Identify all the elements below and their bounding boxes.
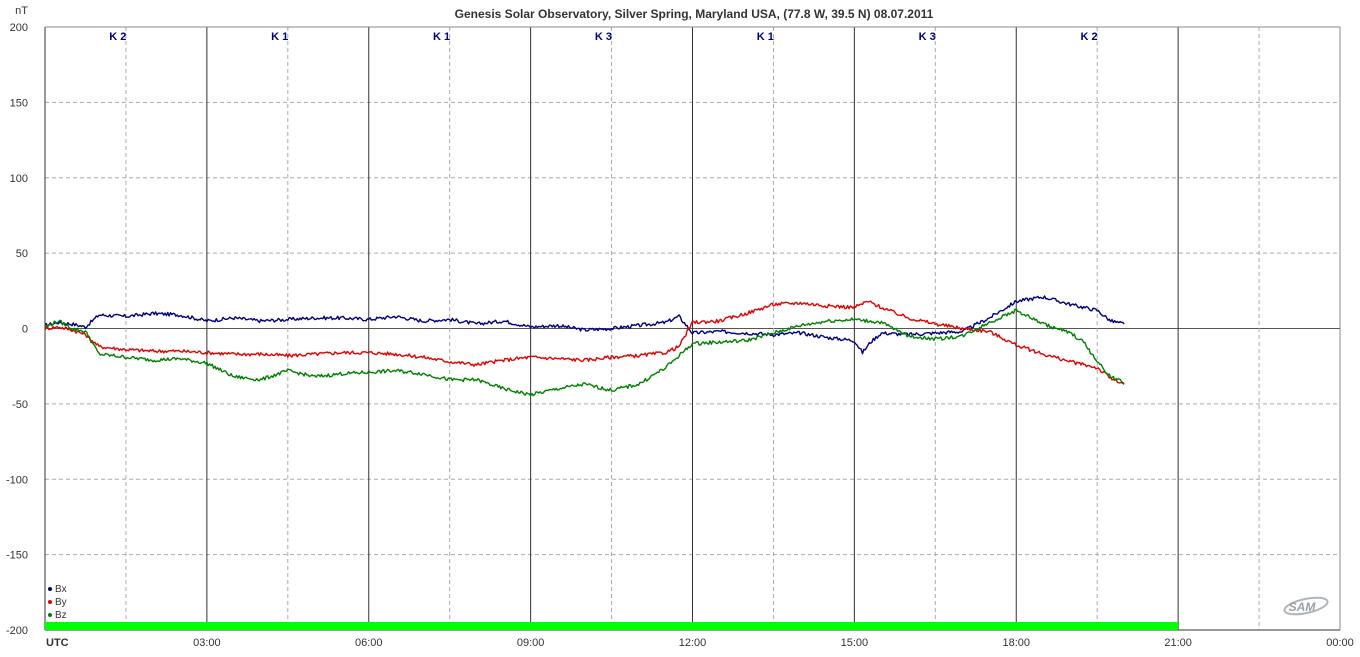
k-index-labels: K 2 K 1 K 1 K 3 K 1 K 3 K 2 — [109, 31, 1097, 43]
x-axis-label: UTC — [46, 637, 69, 649]
series-line-by — [44, 300, 1125, 385]
k-index-label: K 2 — [1081, 31, 1098, 43]
legend-marker-bx — [48, 587, 52, 591]
x-tick-label: 18:00 — [1002, 637, 1030, 649]
y-tick-label: 150 — [10, 97, 28, 109]
series-line-bx — [44, 295, 1125, 355]
sam-logo: SAM — [1283, 596, 1329, 616]
k-index-label: K 1 — [433, 31, 450, 43]
series-lines — [44, 295, 1125, 397]
k-index-label: K 1 — [757, 31, 774, 43]
k-index-label: K 1 — [271, 31, 288, 43]
legend-label-bz: Bz — [55, 610, 67, 621]
y-tick-label: -100 — [6, 474, 28, 486]
y-tick-label: 100 — [10, 173, 28, 185]
y-tick-label: -200 — [6, 625, 28, 637]
y-tick-label: 0 — [22, 324, 28, 336]
legend-marker-by — [48, 600, 52, 604]
x-tick-label: 12:00 — [679, 637, 707, 649]
legend-marker-bz — [48, 613, 52, 617]
x-tick-label: 06:00 — [355, 637, 383, 649]
y-tick-labels: 200 150 100 50 0 -50 -100 -150 -200 — [6, 22, 28, 637]
y-tick-label: 200 — [10, 22, 28, 34]
data-coverage-bar — [45, 622, 1179, 630]
legend: Bx By Bz — [48, 584, 67, 621]
k-index-label: K 3 — [595, 31, 612, 43]
legend-label-bx: Bx — [55, 584, 67, 595]
x-tick-labels: 03:00 06:00 09:00 12:00 15:00 18:00 21:00 00:00 — [193, 637, 1354, 649]
k-index-label: K 2 — [109, 31, 126, 43]
y-axis-unit: nT — [15, 5, 28, 17]
chart-title: Genesis Solar Observatory, Silver Spring… — [455, 7, 934, 21]
legend-label-by: By — [55, 597, 67, 608]
sam-logo-text: SAM — [1289, 600, 1317, 614]
k-index-label: K 3 — [919, 31, 936, 43]
y-tick-label: 50 — [16, 248, 28, 260]
x-tick-label: 21:00 — [1164, 637, 1192, 649]
y-tick-label: -50 — [12, 399, 28, 411]
y-tick-label: -150 — [6, 550, 28, 562]
x-tick-label: 03:00 — [193, 637, 221, 649]
x-tick-label: 00:00 — [1326, 637, 1354, 649]
x-tick-label: 15:00 — [841, 637, 869, 649]
gridlines — [45, 26, 1340, 631]
series-line-bz — [44, 308, 1125, 397]
x-tick-label: 09:00 — [517, 637, 545, 649]
